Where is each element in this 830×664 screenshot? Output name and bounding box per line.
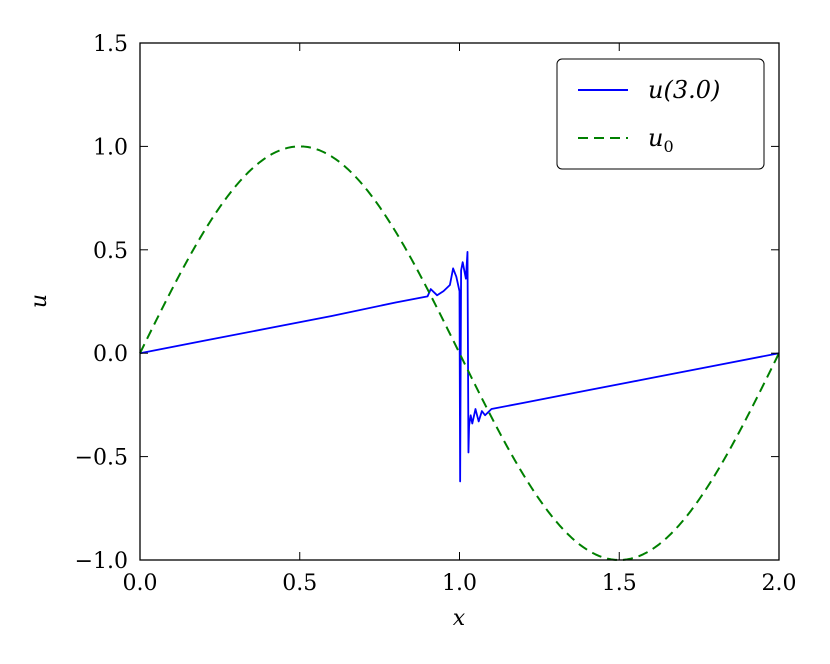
legend: u(3.0) u0 — [556, 58, 765, 170]
x-axis-label: x — [453, 606, 466, 631]
plot-area — [139, 145, 780, 561]
x-tick-label: 1.5 — [602, 571, 637, 596]
y-tick-label: 0.0 — [93, 342, 128, 367]
y-tick-label: −0.5 — [75, 446, 128, 471]
x-tick-label: 1.0 — [442, 571, 477, 596]
legend-box — [556, 58, 765, 170]
legend-label-u0-sub: 0 — [663, 137, 673, 156]
x-tick-label: 0.5 — [282, 571, 317, 596]
y-tick-label: 1.5 — [93, 32, 128, 57]
y-tick-label: −1.0 — [75, 549, 128, 574]
y-tick-label: 1.0 — [93, 135, 128, 160]
y-tick-label: 0.5 — [93, 239, 128, 264]
y-axis-label: u — [27, 294, 52, 308]
legend-label-u0-main: u — [648, 124, 663, 152]
series-line-u3 — [139, 250, 780, 483]
legend-label-u0: u0 — [648, 124, 674, 156]
series-line-u0 — [139, 145, 780, 561]
axis-ticks: 0.0 0.5 1.0 1.5 2.0 1.5 1.0 0.5 0.0 −0.5 −1.0 — [75, 32, 797, 596]
x-tick-label: 2.0 — [762, 571, 797, 596]
x-tick-label: 0.0 — [123, 571, 158, 596]
legend-label-u3: u(3.0) — [648, 76, 720, 104]
